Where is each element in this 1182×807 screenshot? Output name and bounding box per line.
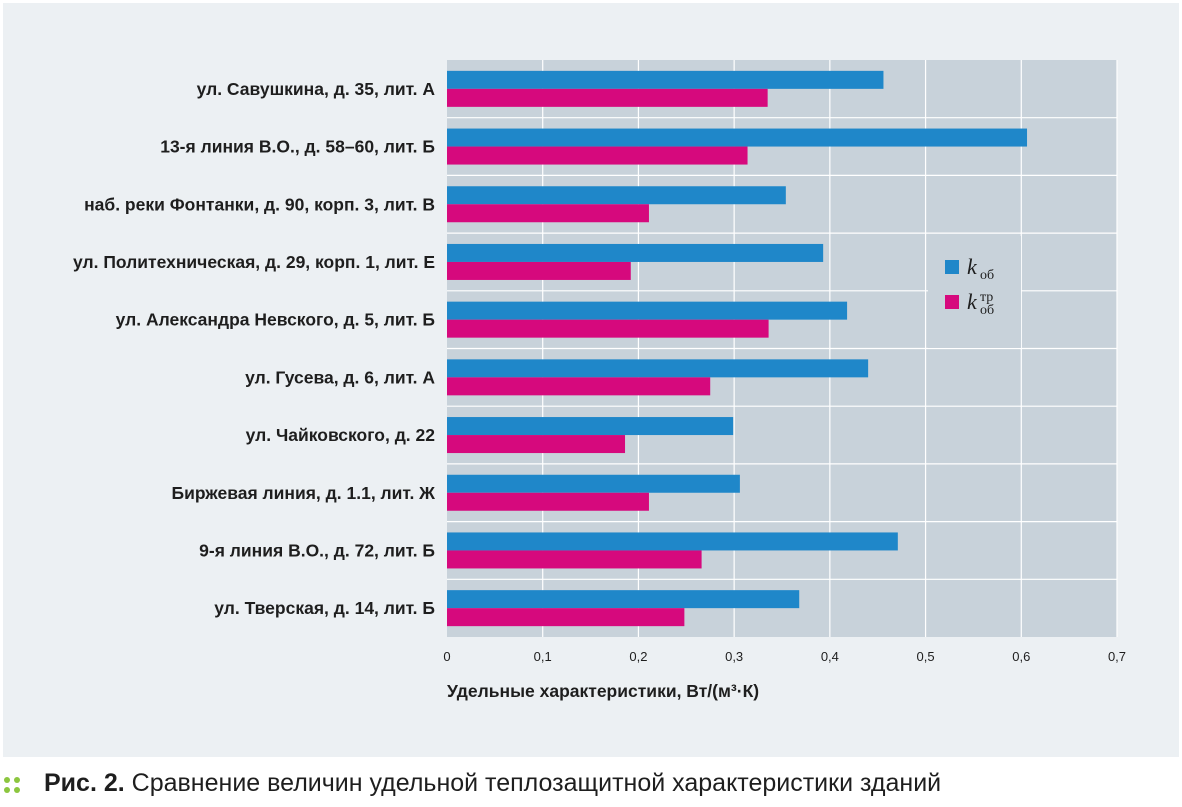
bar-series-1 <box>447 128 1028 147</box>
bar-series-2 <box>447 261 631 280</box>
x-axis-title: Удельные характеристики, Вт/(м³·К) <box>447 681 759 701</box>
legend-label-sup: тр <box>980 290 993 305</box>
category-label: ул. Политехническая, д. 29, корп. 1, лит… <box>73 252 435 272</box>
legend-label-sub: об <box>980 303 994 318</box>
x-tick-label: 0,3 <box>725 649 743 664</box>
bar-series-2 <box>447 608 685 627</box>
legend-swatch-2 <box>945 295 959 309</box>
legend-swatch-1 <box>945 260 959 274</box>
category-label: наб. реки Фонтанки, д. 90, корп. 3, лит.… <box>84 194 435 214</box>
category-label: Биржевая линия, д. 1.1, лит. Ж <box>171 483 435 503</box>
figure-caption: Рис. 2. Сравнение величин удельной тепло… <box>0 765 1182 807</box>
bar-series-2 <box>447 204 649 223</box>
x-tick-label: 0 <box>443 649 450 664</box>
bar-series-2 <box>447 492 649 511</box>
legend-label-1: k <box>967 254 978 279</box>
bar-series-1 <box>447 301 848 320</box>
bar-series-1 <box>447 532 898 551</box>
legend-label-sub: об <box>980 268 994 283</box>
bar-series-1 <box>447 186 786 205</box>
bar-series-2 <box>447 435 626 454</box>
bar-series-2 <box>447 550 702 569</box>
bar-series-2 <box>447 146 748 165</box>
x-tick-label: 0,7 <box>1108 649 1126 664</box>
bar-series-1 <box>447 359 869 378</box>
category-label: 13-я линия В.О., д. 58–60, лит. Б <box>160 137 435 157</box>
category-label: ул. Савушкина, д. 35, лит. А <box>197 79 436 99</box>
category-label: ул. Тверская, д. 14, лит. Б <box>214 598 435 618</box>
x-tick-label: 0,4 <box>821 649 839 664</box>
bar-series-1 <box>447 243 824 262</box>
x-tick-label: 0,6 <box>1012 649 1030 664</box>
bar-chart: ул. Савушкина, д. 35, лит. А 13-я линия В… <box>73 60 1126 701</box>
caption-text: Рис. 2. Сравнение величин удельной тепло… <box>44 769 941 798</box>
category-label: ул. Гусева, д. 6, лит. А <box>245 367 435 387</box>
bar-series-1 <box>447 590 800 609</box>
category-label: ул. Александра Невского, д. 5, лит. Б <box>116 310 435 330</box>
bar-series-2 <box>447 88 768 107</box>
x-tick-label: 0,2 <box>629 649 647 664</box>
legend-label-2: k <box>967 289 978 314</box>
caption-dots-icon <box>4 777 24 795</box>
category-label: 9-я линия В.О., д. 72, лит. Б <box>199 540 435 560</box>
x-tick-label: 0,5 <box>917 649 935 664</box>
category-label: ул. Чайковского, д. 22 <box>246 425 436 445</box>
caption-body: Сравнение величин удельной теплозащитной… <box>131 769 942 797</box>
bar-series-1 <box>447 417 734 436</box>
caption-number: Рис. 2. <box>44 769 125 797</box>
bar-series-1 <box>447 474 740 493</box>
bar-series-1 <box>447 70 884 89</box>
legend-box <box>928 236 1021 348</box>
x-tick-label: 0,1 <box>534 649 552 664</box>
bar-series-2 <box>447 377 711 396</box>
bar-series-2 <box>447 319 769 338</box>
